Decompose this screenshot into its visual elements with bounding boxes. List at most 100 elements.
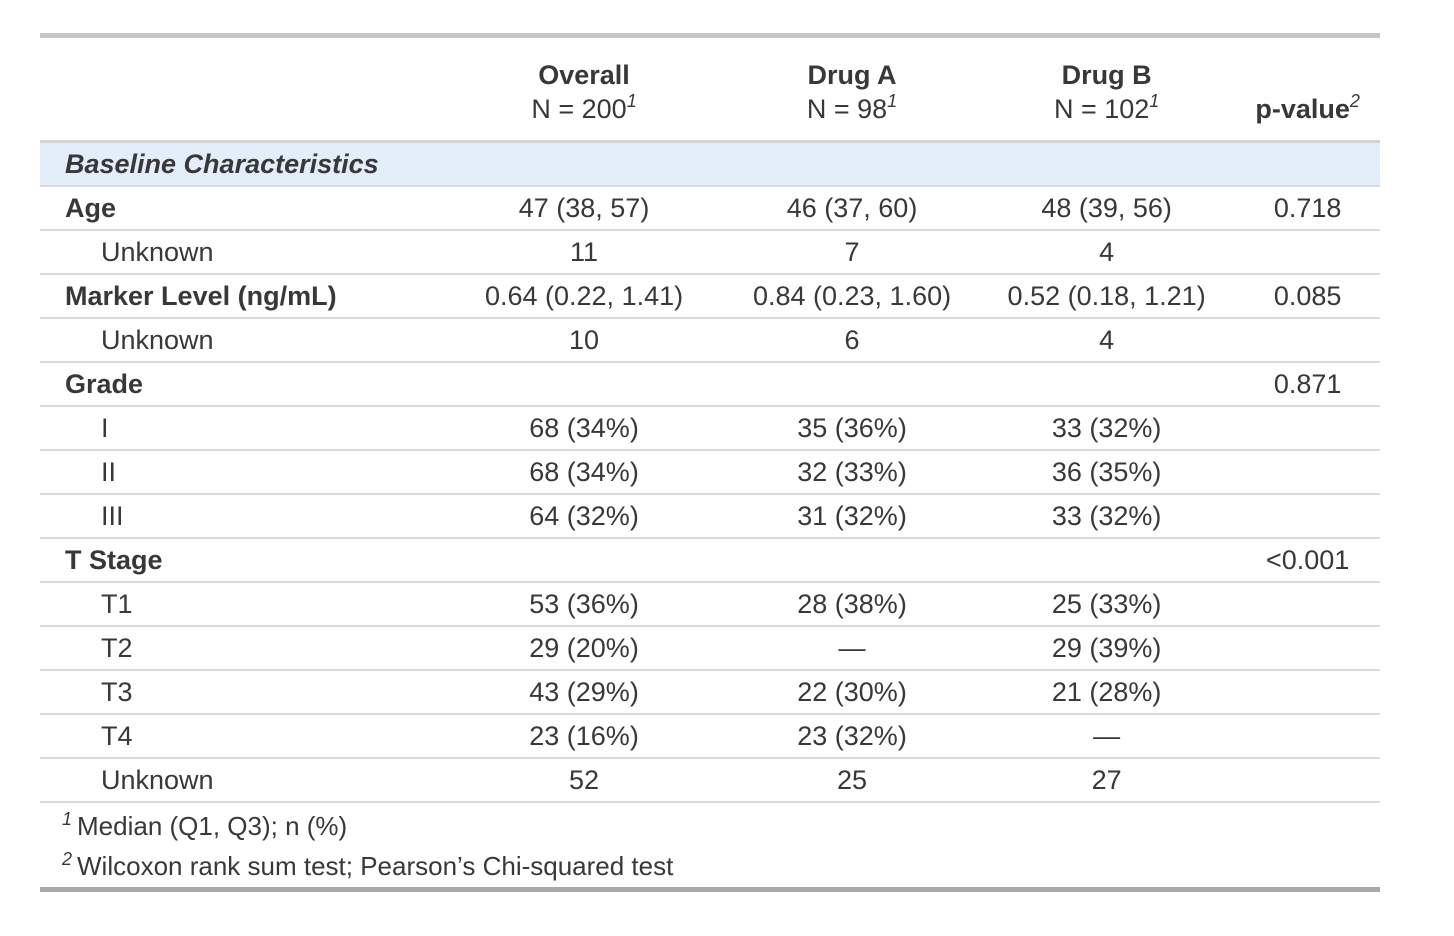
row-label: I (40, 406, 442, 451)
cell-value: 23 (16%) (442, 714, 727, 759)
footnote: 1 Median (Q1, Q3); n (%) (40, 802, 1380, 847)
footnote-text: Median (Q1, Q3); n (%) (77, 811, 348, 841)
cell-pvalue (1235, 714, 1380, 759)
cell-value: 4 (977, 318, 1236, 363)
cell-pvalue (1235, 318, 1380, 363)
cell-value: 64 (32%) (442, 494, 727, 539)
table-row: Age 47 (38, 57) 46 (37, 60) 48 (39, 56) 0.71… (40, 186, 1380, 231)
cell-value: 68 (34%) (442, 406, 727, 451)
column-label: Overall (538, 60, 630, 90)
footnote-mark: 1 (626, 91, 637, 111)
cell-value: 68 (34%) (442, 450, 727, 495)
cell-value: 22 (30%) (726, 670, 978, 715)
column-n: N = 2001 (448, 92, 720, 126)
cell-pvalue (1235, 670, 1380, 715)
cell-value (442, 538, 727, 583)
footnote: 2 Wilcoxon rank sum test; Pearson’s Chi-s… (40, 847, 1380, 890)
cell-value: 7 (726, 230, 978, 275)
cell-value (977, 538, 1236, 583)
cell-pvalue (1235, 406, 1380, 451)
footnote-mark: 2 (1349, 91, 1360, 111)
column-label: p-value2 (1241, 92, 1374, 126)
column-header-drug-a: Drug A N = 981 (726, 35, 978, 143)
cell-pvalue (1235, 582, 1380, 627)
cell-value (726, 538, 978, 583)
section-header-row: Baseline Characteristics (40, 141, 1380, 187)
table-row: T3 43 (29%) 22 (30%) 21 (28%) (40, 670, 1380, 715)
footnote-row: 2 Wilcoxon rank sum test; Pearson’s Chi-s… (40, 847, 1380, 890)
column-label: Drug A (807, 60, 897, 90)
column-header-drug-b: Drug B N = 1021 (977, 35, 1236, 143)
cell-value: 10 (442, 318, 727, 363)
row-label: Marker Level (ng/mL) (40, 274, 442, 319)
cell-value: 25 (33%) (977, 582, 1236, 627)
row-label: T Stage (40, 538, 442, 583)
table-row: T Stage <0.001 (40, 538, 1380, 583)
footnote-mark: 1 (1149, 91, 1160, 111)
column-header-pvalue: p-value2 (1235, 35, 1380, 143)
cell-value: 11 (442, 230, 727, 275)
table-row: I 68 (34%) 35 (36%) 33 (32%) (40, 406, 1380, 451)
table-row: Unknown 11 7 4 (40, 230, 1380, 275)
cell-value: 46 (37, 60) (726, 186, 978, 231)
table-row: T1 53 (36%) 28 (38%) 25 (33%) (40, 582, 1380, 627)
column-n: N = 1021 (984, 92, 1229, 126)
cell-value: 4 (977, 230, 1236, 275)
cell-value (726, 362, 978, 407)
cell-pvalue (1235, 230, 1380, 275)
cell-value: 29 (20%) (442, 626, 727, 671)
cell-pvalue: 0.871 (1235, 362, 1380, 407)
cell-value: 35 (36%) (726, 406, 978, 451)
cell-value: — (726, 626, 978, 671)
cell-value: 36 (35%) (977, 450, 1236, 495)
column-n: N = 981 (732, 92, 972, 126)
cell-value: 23 (32%) (726, 714, 978, 759)
cell-value: 6 (726, 318, 978, 363)
table-row: Grade 0.871 (40, 362, 1380, 407)
stub-header (40, 35, 442, 143)
table-row: Unknown 52 25 27 (40, 758, 1380, 803)
cell-value: 29 (39%) (977, 626, 1236, 671)
cell-value: 47 (38, 57) (442, 186, 727, 231)
n-text: N = 102 (1053, 94, 1150, 124)
pvalue-text: p-value (1255, 94, 1350, 124)
cell-pvalue (1235, 450, 1380, 495)
row-label: Unknown (40, 758, 442, 803)
cell-value: 21 (28%) (977, 670, 1236, 715)
section-header: Baseline Characteristics (40, 141, 1380, 187)
column-header-overall: Overall N = 2001 (442, 35, 727, 143)
cell-value: 52 (442, 758, 727, 803)
cell-value: 27 (977, 758, 1236, 803)
table-row: Unknown 10 6 4 (40, 318, 1380, 363)
row-label: II (40, 450, 442, 495)
row-label: Unknown (40, 318, 442, 363)
column-label: Drug B (1061, 60, 1152, 90)
table-row: T4 23 (16%) 23 (32%) — (40, 714, 1380, 759)
row-label: T4 (40, 714, 442, 759)
row-label: T2 (40, 626, 442, 671)
footnote-mark: 1 (887, 91, 898, 111)
summary-table-container: Overall N = 2001 Drug A N = 981 Drug B N… (40, 33, 1380, 892)
cell-value: 53 (36%) (442, 582, 727, 627)
cell-value: 28 (38%) (726, 582, 978, 627)
row-label: III (40, 494, 442, 539)
summary-table: Overall N = 2001 Drug A N = 981 Drug B N… (40, 33, 1380, 892)
cell-value: 32 (33%) (726, 450, 978, 495)
cell-pvalue (1235, 494, 1380, 539)
row-label: Grade (40, 362, 442, 407)
row-label: T1 (40, 582, 442, 627)
cell-value: 31 (32%) (726, 494, 978, 539)
table-row: T2 29 (20%) —29 (39%) (40, 626, 1380, 671)
table-footnotes: 1 Median (Q1, Q3); n (%) 2 Wilcoxon rank su… (40, 802, 1380, 890)
table-row: II 68 (34%) 32 (33%) 36 (35%) (40, 450, 1380, 495)
cell-value: 0.52 (0.18, 1.21) (977, 274, 1236, 319)
footnote-mark: 1 (62, 809, 73, 829)
table-row: III 64 (32%) 31 (32%) 33 (32%) (40, 494, 1380, 539)
cell-value: 48 (39, 56) (977, 186, 1236, 231)
cell-value: 33 (32%) (977, 494, 1236, 539)
cell-pvalue: 0.718 (1235, 186, 1380, 231)
cell-value: 0.64 (0.22, 1.41) (442, 274, 727, 319)
footnote-text: Wilcoxon rank sum test; Pearson’s Chi-sq… (77, 851, 674, 881)
row-label: Age (40, 186, 442, 231)
table-body: Baseline Characteristics Age 47 (38, 57) 4… (40, 141, 1380, 803)
